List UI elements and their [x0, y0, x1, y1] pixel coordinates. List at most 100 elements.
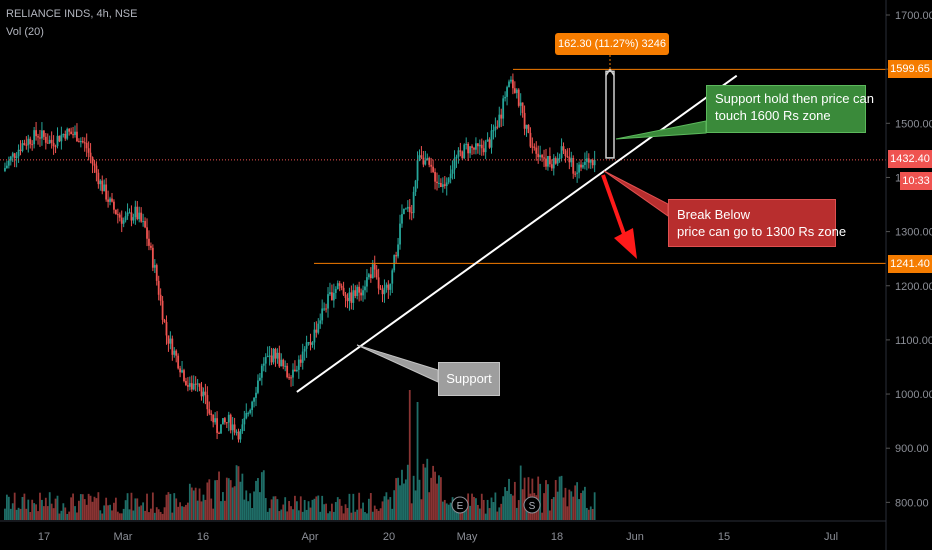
volume-bar: [142, 502, 145, 520]
candle-body: [389, 283, 392, 290]
volume-bar: [408, 390, 411, 520]
candle-body: [494, 126, 497, 131]
candle-body: [210, 413, 213, 415]
candle-body: [15, 156, 18, 158]
volume-bar: [498, 507, 501, 520]
volume-bar: [399, 485, 401, 520]
volume-bar: [556, 491, 559, 520]
volume-bar: [56, 495, 59, 520]
volume-bar: [410, 503, 413, 520]
volume-bar: [13, 492, 16, 520]
candle-body: [280, 359, 283, 367]
candle-body: [547, 155, 549, 167]
candle-body: [338, 283, 341, 286]
volume-bar: [385, 492, 388, 520]
volume-bar: [543, 493, 545, 520]
measure-range-box: [605, 70, 615, 159]
candle-body: [249, 410, 252, 413]
candle-body: [241, 424, 244, 431]
candle-body: [60, 134, 63, 142]
volume-bar: [247, 501, 250, 520]
candle-body: [556, 158, 559, 164]
candle-body: [233, 424, 236, 433]
volume-bar: [576, 482, 579, 520]
volume-bar: [150, 508, 152, 520]
volume-bar: [62, 503, 65, 520]
volume-bar: [447, 504, 450, 520]
candle-body: [517, 89, 520, 106]
candle-body: [515, 89, 518, 93]
volume-bar: [311, 499, 314, 520]
callout-support: Support: [438, 362, 500, 396]
candle-body: [155, 265, 158, 281]
volume-bar: [167, 492, 170, 520]
candle-body: [381, 289, 384, 295]
candle-body: [81, 141, 84, 143]
candle-body: [504, 96, 507, 99]
volume-bar: [475, 498, 477, 520]
candle-body: [171, 338, 174, 355]
candle-body: [350, 292, 353, 303]
volume-bar: [560, 475, 563, 520]
candle-body: [173, 350, 176, 355]
candle-body: [531, 146, 534, 148]
candle-body: [467, 143, 470, 154]
volume-bar: [356, 509, 359, 520]
volume-bar: [122, 508, 125, 520]
candle-body: [554, 158, 557, 164]
volume-bar: [5, 494, 8, 520]
volume-bar: [130, 492, 133, 520]
volume-bar: [258, 492, 261, 520]
volume-bar: [19, 508, 22, 520]
volume-bar: [23, 493, 26, 520]
volume-bar: [225, 477, 228, 520]
volume-bar: [126, 493, 129, 520]
candle-body: [153, 265, 156, 268]
candle-body: [229, 414, 232, 431]
x-tick-label: Apr: [301, 531, 318, 543]
volume-bar: [85, 504, 88, 520]
volume-bar: [251, 507, 254, 520]
candle-body: [319, 320, 322, 324]
candle-body: [274, 348, 277, 359]
volume-bar: [412, 475, 415, 520]
candle-body: [186, 385, 189, 387]
volume-bar: [342, 513, 345, 520]
volume-bar: [375, 509, 378, 520]
volume-bar: [52, 508, 55, 520]
event-marker-label: S: [529, 501, 536, 512]
volume-bar: [295, 501, 298, 520]
volume-bar: [424, 467, 427, 520]
candle-body: [463, 144, 466, 159]
candle-body: [19, 149, 22, 151]
candle-body: [358, 286, 361, 293]
candle-body: [70, 131, 73, 135]
volume-bar: [299, 496, 302, 520]
volume-bar: [414, 490, 417, 520]
volume-bar: [44, 497, 47, 520]
volume-bar: [161, 513, 164, 520]
volume-bar: [66, 513, 69, 520]
candle-body: [578, 164, 580, 173]
volume-bar: [422, 463, 425, 520]
candle-body: [379, 288, 382, 290]
candle-body: [52, 142, 55, 147]
volume-bar: [428, 492, 431, 520]
volume-bar: [179, 502, 182, 520]
candle-body: [29, 138, 32, 145]
volume-bar: [116, 511, 119, 520]
candle-body: [231, 424, 234, 431]
x-tick-label: 18: [551, 531, 563, 543]
candle-body: [87, 148, 90, 153]
volume-bar: [490, 497, 493, 520]
volume-bar: [37, 511, 39, 520]
volume-bar: [404, 479, 407, 520]
candle-body: [148, 238, 150, 246]
volume-bar: [93, 496, 96, 520]
y-tick-label: 1700.00: [895, 10, 932, 22]
candle-body: [387, 284, 390, 290]
volume-bar: [42, 506, 45, 520]
candle-body: [93, 163, 96, 166]
candle-body: [591, 159, 594, 166]
